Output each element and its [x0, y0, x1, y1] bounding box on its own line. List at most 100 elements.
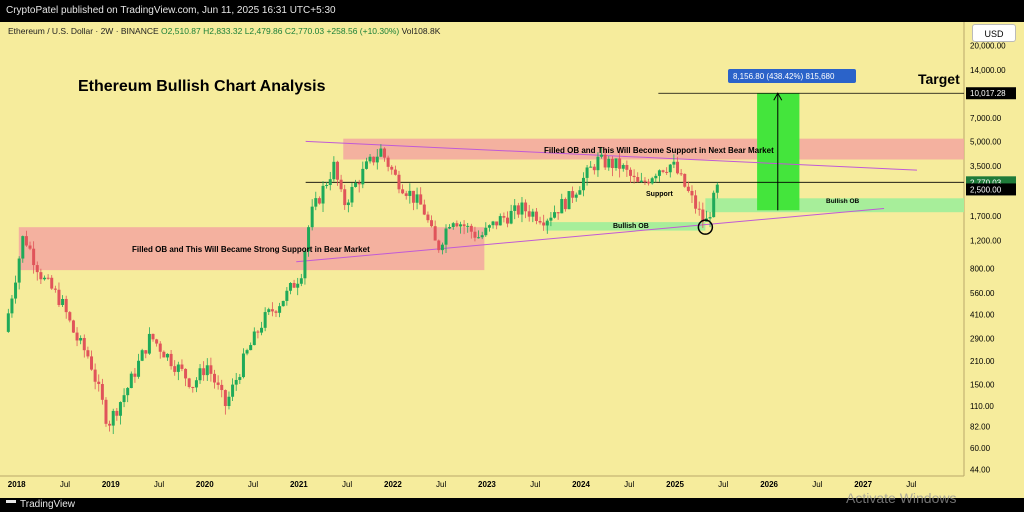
candle-body: [372, 156, 376, 163]
candle-body: [393, 169, 397, 175]
candle-body: [592, 166, 596, 171]
candle-body: [198, 368, 202, 381]
brand-text: TradingView: [20, 499, 76, 510]
candle-body: [24, 236, 28, 246]
candle-body: [451, 223, 455, 227]
candle-body: [140, 350, 144, 361]
currency-button[interactable]: USD: [972, 24, 1016, 42]
candle-body: [513, 205, 517, 211]
price-tick-label: 60.00: [970, 444, 991, 453]
publisher-text: CryptoPatel published on TradingView.com…: [6, 5, 336, 16]
publisher-bar: CryptoPatel published on TradingView.com…: [0, 0, 1024, 22]
candle-body: [79, 338, 83, 341]
candle-body: [386, 157, 390, 167]
price-tick-label: 560.00: [970, 289, 995, 298]
price-tick-label: 5,000.00: [970, 137, 1002, 146]
candle-body: [672, 161, 676, 165]
candle-body: [397, 174, 401, 190]
candle-body: [307, 227, 311, 252]
candle-body: [581, 177, 585, 191]
candle-body: [364, 161, 368, 169]
bullish-ob-annotation: Bullish OB: [613, 223, 649, 230]
candle-body: [361, 168, 365, 185]
candle-body: [509, 210, 513, 224]
candle-body: [249, 345, 253, 351]
candle-body: [278, 306, 282, 313]
candle-body: [596, 156, 600, 171]
candle-body: [477, 237, 481, 239]
candle-body: [35, 265, 39, 273]
candle-body: [314, 198, 318, 207]
candle-body: [650, 178, 654, 184]
price-tick-label: 210.00: [970, 357, 995, 366]
candle-body: [701, 209, 705, 222]
bullish-ob-zone: [545, 222, 706, 231]
projection-label-box: [728, 69, 856, 83]
candle-body: [151, 333, 155, 340]
candle-body: [263, 312, 267, 328]
price-tick-label: 44.00: [970, 465, 991, 474]
candle-body: [10, 298, 14, 314]
time-tick-label: 2026: [760, 480, 778, 489]
candle-body: [238, 377, 242, 380]
candle-body: [444, 228, 448, 245]
candle-body: [357, 182, 361, 185]
candle-body: [126, 388, 130, 396]
candle-body: [657, 170, 661, 176]
price-tick-label: 7,000.00: [970, 114, 1002, 123]
candle-body: [158, 343, 162, 352]
price-tick-label: 150.00: [970, 380, 995, 389]
time-tick-label: 2021: [290, 480, 308, 489]
candle-body: [50, 277, 54, 289]
time-tick-label: 2022: [384, 480, 402, 489]
candle-body: [632, 175, 636, 178]
candle-body: [571, 191, 575, 198]
candle-body: [256, 331, 260, 333]
time-tick-label: 2020: [196, 480, 214, 489]
candle-body: [643, 180, 647, 182]
candle-body: [665, 171, 669, 173]
candle-body: [556, 212, 560, 214]
candle-body: [487, 225, 491, 228]
candle-body: [285, 290, 289, 301]
candle-body: [520, 202, 524, 215]
candle-body: [187, 378, 191, 387]
projection-arrow-head: [773, 92, 783, 101]
bullish-ob-right-annotation: Bullish OB: [826, 198, 860, 205]
candle-body: [534, 211, 538, 221]
candle-body: [455, 223, 459, 227]
candle-body: [6, 313, 10, 332]
candle-body: [97, 381, 101, 385]
candle-body: [712, 192, 716, 218]
candle-body: [350, 186, 354, 203]
candle-body: [303, 251, 307, 279]
candle-body: [690, 190, 694, 196]
candle-body: [288, 282, 292, 291]
candle-body: [32, 248, 36, 266]
candle-body: [234, 379, 238, 385]
candle-body: [415, 194, 419, 203]
candle-body: [332, 161, 336, 180]
candle-body: [317, 198, 321, 204]
candle-body: [419, 194, 423, 205]
candle-body: [574, 194, 578, 198]
candle-body: [17, 258, 21, 283]
candle-body: [401, 189, 405, 194]
time-tick-label: Jul: [530, 480, 540, 489]
projection-label: 8,156.80 (438.42%) 815,680: [733, 72, 835, 81]
candle-body: [216, 382, 220, 385]
price-tick-label: 3,500.00: [970, 162, 1002, 171]
candle-body: [202, 368, 206, 376]
candle-body: [440, 244, 444, 251]
candle-body: [589, 166, 593, 168]
candle-body: [585, 167, 589, 178]
candle-body: [563, 199, 567, 210]
candle-body: [545, 220, 549, 226]
candle-body: [108, 423, 112, 426]
time-tick-label: Jul: [154, 480, 164, 489]
candle-body: [213, 373, 217, 383]
candle-body: [715, 184, 719, 193]
candle-body: [122, 395, 126, 403]
price-tick-label: 14,000.00: [970, 66, 1006, 75]
